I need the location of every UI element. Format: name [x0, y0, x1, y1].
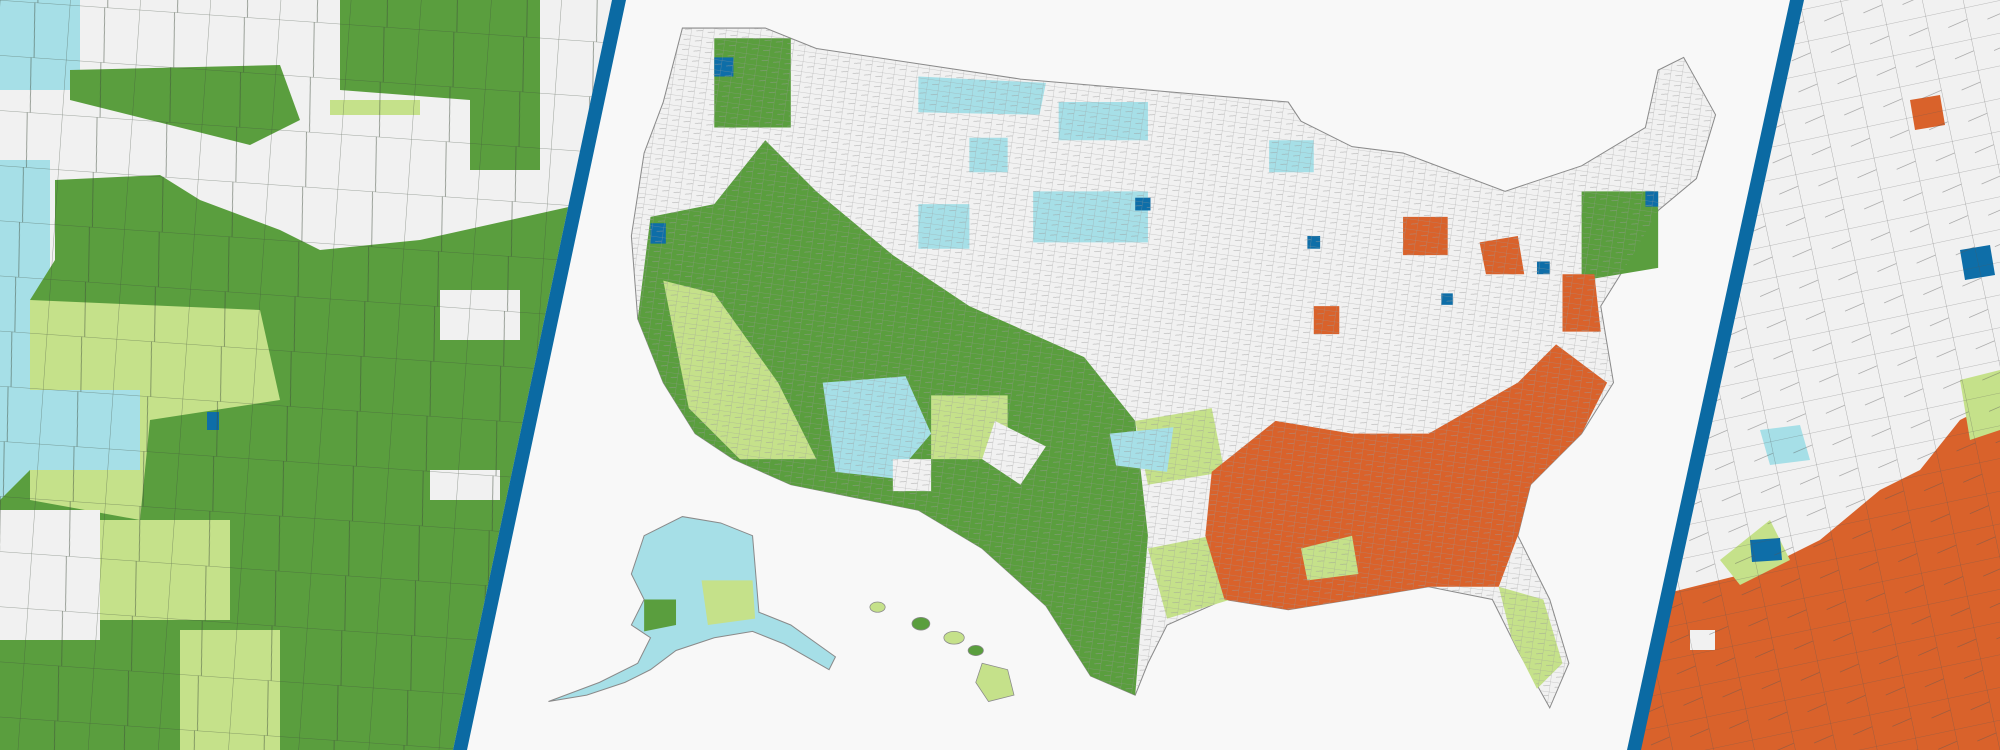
us-map	[548, 27, 1717, 710]
right-divider	[1627, 0, 1804, 750]
left-divider	[453, 0, 626, 750]
left-zoom-panel	[0, 0, 612, 750]
